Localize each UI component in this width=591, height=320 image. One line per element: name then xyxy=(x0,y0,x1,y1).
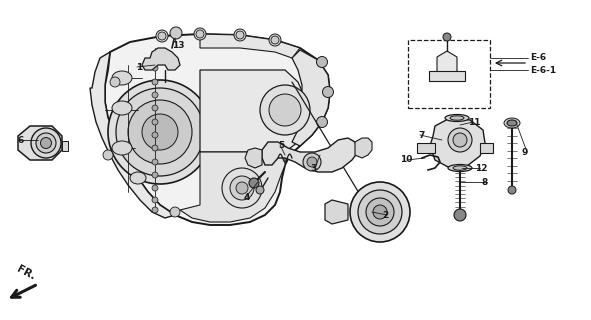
Ellipse shape xyxy=(453,166,467,170)
Ellipse shape xyxy=(41,138,51,148)
Polygon shape xyxy=(105,34,330,225)
Text: 4: 4 xyxy=(243,194,250,203)
Ellipse shape xyxy=(152,185,158,191)
Ellipse shape xyxy=(36,133,56,153)
Ellipse shape xyxy=(443,33,451,41)
Ellipse shape xyxy=(152,132,158,138)
Text: 3: 3 xyxy=(310,164,316,172)
Ellipse shape xyxy=(31,128,61,158)
Polygon shape xyxy=(180,152,285,222)
Text: 9: 9 xyxy=(522,148,528,156)
Text: 5: 5 xyxy=(279,140,285,149)
Ellipse shape xyxy=(504,118,520,128)
Ellipse shape xyxy=(269,94,301,126)
Ellipse shape xyxy=(350,182,410,242)
Ellipse shape xyxy=(373,205,387,219)
Ellipse shape xyxy=(317,116,327,127)
Ellipse shape xyxy=(170,207,180,217)
Text: E-6: E-6 xyxy=(530,53,546,62)
Ellipse shape xyxy=(323,86,333,98)
Ellipse shape xyxy=(450,116,464,120)
Ellipse shape xyxy=(142,114,178,150)
Ellipse shape xyxy=(152,79,158,85)
Ellipse shape xyxy=(303,153,321,171)
Bar xyxy=(408,40,490,108)
Ellipse shape xyxy=(260,85,310,135)
Ellipse shape xyxy=(130,172,146,184)
Ellipse shape xyxy=(448,164,472,172)
Ellipse shape xyxy=(112,141,132,155)
Polygon shape xyxy=(355,138,372,158)
Polygon shape xyxy=(262,138,358,172)
Text: 10: 10 xyxy=(400,156,412,164)
Polygon shape xyxy=(200,70,305,152)
Ellipse shape xyxy=(116,88,204,176)
Ellipse shape xyxy=(170,27,182,39)
Text: FR.: FR. xyxy=(15,264,37,282)
Ellipse shape xyxy=(317,57,327,68)
Ellipse shape xyxy=(112,71,132,85)
Polygon shape xyxy=(142,48,180,70)
Polygon shape xyxy=(292,50,330,146)
Ellipse shape xyxy=(152,172,158,178)
Ellipse shape xyxy=(358,190,402,234)
Ellipse shape xyxy=(103,150,113,160)
Polygon shape xyxy=(480,143,493,153)
Ellipse shape xyxy=(236,31,244,39)
Ellipse shape xyxy=(152,92,158,98)
Ellipse shape xyxy=(234,29,246,41)
Polygon shape xyxy=(200,34,300,58)
Ellipse shape xyxy=(230,176,254,200)
Ellipse shape xyxy=(108,80,212,184)
Ellipse shape xyxy=(448,128,472,152)
Ellipse shape xyxy=(152,105,158,111)
Ellipse shape xyxy=(269,34,281,46)
Ellipse shape xyxy=(222,168,262,208)
Text: 13: 13 xyxy=(172,42,184,51)
Text: 1: 1 xyxy=(136,62,142,71)
Ellipse shape xyxy=(110,77,120,87)
Ellipse shape xyxy=(307,157,317,167)
Ellipse shape xyxy=(152,207,158,213)
Text: 7: 7 xyxy=(418,131,425,140)
Ellipse shape xyxy=(508,186,516,194)
Ellipse shape xyxy=(152,145,158,151)
Ellipse shape xyxy=(271,36,279,44)
Bar xyxy=(62,141,68,151)
Ellipse shape xyxy=(194,28,206,40)
Text: 6: 6 xyxy=(18,135,24,145)
Ellipse shape xyxy=(366,198,394,226)
Ellipse shape xyxy=(454,209,466,221)
Text: 8: 8 xyxy=(482,178,488,187)
Ellipse shape xyxy=(158,32,166,40)
Ellipse shape xyxy=(172,29,180,37)
Ellipse shape xyxy=(453,133,467,147)
Ellipse shape xyxy=(445,115,469,122)
Ellipse shape xyxy=(152,159,158,165)
Ellipse shape xyxy=(112,101,132,115)
Ellipse shape xyxy=(256,186,264,194)
Polygon shape xyxy=(18,126,62,160)
Text: 11: 11 xyxy=(468,117,480,126)
Polygon shape xyxy=(429,71,465,81)
Polygon shape xyxy=(430,118,485,168)
Ellipse shape xyxy=(249,178,259,188)
Ellipse shape xyxy=(152,197,158,203)
Polygon shape xyxy=(245,148,262,168)
Ellipse shape xyxy=(507,120,517,126)
Ellipse shape xyxy=(196,30,204,38)
Ellipse shape xyxy=(152,119,158,125)
Text: 2: 2 xyxy=(382,211,388,220)
Ellipse shape xyxy=(156,30,168,42)
Ellipse shape xyxy=(152,65,158,71)
Text: E-6-1: E-6-1 xyxy=(530,66,556,75)
Ellipse shape xyxy=(128,100,192,164)
Polygon shape xyxy=(90,52,175,218)
Polygon shape xyxy=(325,200,348,224)
Ellipse shape xyxy=(236,182,248,194)
Polygon shape xyxy=(437,51,457,77)
Polygon shape xyxy=(417,143,435,153)
Text: 12: 12 xyxy=(475,164,488,172)
